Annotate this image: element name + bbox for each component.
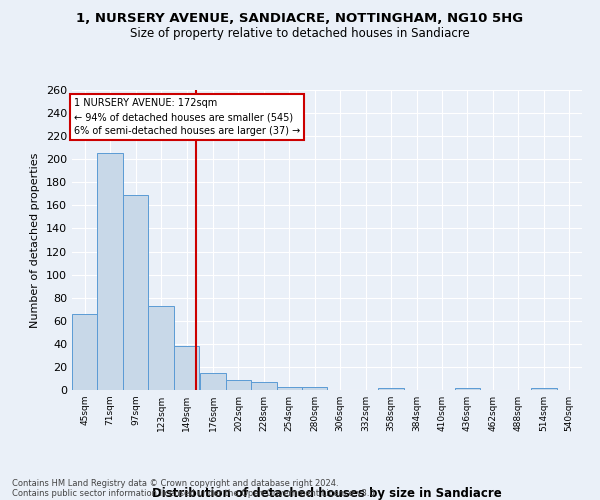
Bar xyxy=(455,388,480,390)
Text: Contains public sector information licensed under the Open Government Licence v3: Contains public sector information licen… xyxy=(12,488,377,498)
Text: 1, NURSERY AVENUE, SANDIACRE, NOTTINGHAM, NG10 5HG: 1, NURSERY AVENUE, SANDIACRE, NOTTINGHAM… xyxy=(76,12,524,26)
Bar xyxy=(148,306,174,390)
Text: Contains HM Land Registry data © Crown copyright and database right 2024.: Contains HM Land Registry data © Crown c… xyxy=(12,478,338,488)
Bar xyxy=(174,346,199,390)
Y-axis label: Number of detached properties: Number of detached properties xyxy=(31,152,40,328)
Bar xyxy=(226,380,251,390)
Bar xyxy=(379,388,404,390)
Text: 1 NURSERY AVENUE: 172sqm
← 94% of detached houses are smaller (545)
6% of semi-d: 1 NURSERY AVENUE: 172sqm ← 94% of detach… xyxy=(74,98,300,136)
Text: Size of property relative to detached houses in Sandiacre: Size of property relative to detached ho… xyxy=(130,28,470,40)
Bar xyxy=(277,386,302,390)
Bar xyxy=(123,195,148,390)
Bar xyxy=(97,154,123,390)
Bar xyxy=(531,388,557,390)
Bar xyxy=(72,314,97,390)
Bar xyxy=(302,386,328,390)
Bar xyxy=(200,372,226,390)
X-axis label: Distribution of detached houses by size in Sandiacre: Distribution of detached houses by size … xyxy=(152,487,502,500)
Bar xyxy=(251,382,277,390)
